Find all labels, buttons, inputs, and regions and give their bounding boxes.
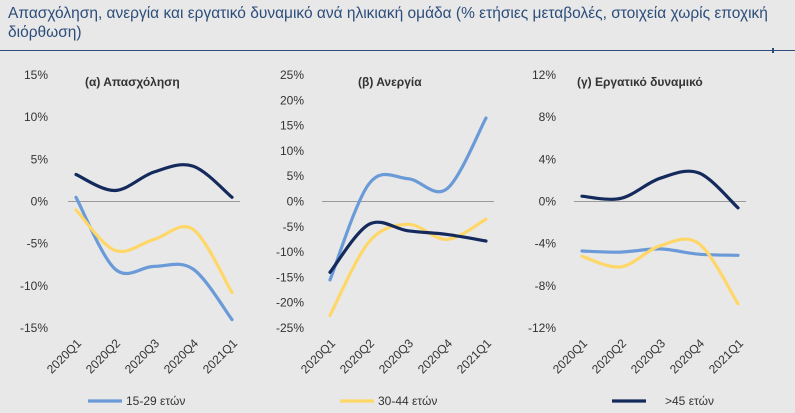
- series-line-2: [74, 208, 234, 295]
- y-tick-label: -8%: [535, 279, 557, 293]
- y-tick-label: 10%: [24, 110, 48, 124]
- x-tick-label: 2020Q3: [122, 336, 162, 376]
- y-tick-label: -15%: [20, 321, 48, 335]
- y-tick-label: 0%: [287, 195, 305, 209]
- series-line-2: [328, 217, 488, 317]
- x-tick-label: 2021Q1: [200, 336, 240, 376]
- y-tick-label: 5%: [31, 152, 49, 166]
- x-tick-label: 2020Q1: [298, 336, 338, 376]
- y-tick-label: 12%: [532, 68, 556, 82]
- y-tick-label: 25%: [280, 68, 304, 82]
- legend-label-2: 30-44 ετών: [378, 394, 437, 408]
- series-line-1: [74, 195, 234, 322]
- panel-title: (α) Απασχόληση: [85, 75, 180, 89]
- x-tick-label: 2020Q3: [628, 336, 668, 376]
- y-tick-label: 15%: [280, 119, 304, 133]
- y-tick-label: -25%: [276, 321, 304, 335]
- x-tick-label: 2020Q2: [83, 336, 123, 376]
- x-tick-label: 2020Q4: [415, 336, 455, 376]
- page-title: Απασχόληση, ανεργία και εργατικό δυναμικ…: [8, 5, 768, 41]
- series-line-1: [580, 247, 740, 257]
- chart-panel-3: -12% -8% -4% 0% 4% 8% 12% (γ) Εργατικό δυναμικό…: [528, 68, 746, 376]
- y-tick-label: -5%: [283, 220, 305, 234]
- panel-title: (β) Ανεργία: [358, 75, 422, 89]
- series-line-3: [328, 220, 488, 274]
- y-tick-label: -15%: [276, 270, 304, 284]
- x-tick-label: 2020Q1: [550, 336, 590, 376]
- chart-panel-2: -25% -20% -15% -10% -5% 0% 5% 10% 15% 20% 25% (β) Α…: [276, 68, 494, 376]
- y-tick-label: 4%: [539, 152, 557, 166]
- x-tick-label: 2021Q1: [454, 336, 494, 376]
- y-tick-label: 15%: [24, 68, 48, 82]
- y-tick-label: -12%: [528, 321, 556, 335]
- series-line-3: [74, 163, 234, 199]
- x-tick-label: 2021Q1: [706, 336, 746, 376]
- y-tick-label: 20%: [280, 93, 304, 107]
- y-tick-label: -4%: [535, 237, 557, 251]
- x-tick-label: 2020Q4: [161, 336, 201, 376]
- x-tick-label: 2020Q4: [667, 336, 707, 376]
- y-tick-label: -10%: [276, 245, 304, 259]
- x-tick-label: 2020Q1: [44, 336, 84, 376]
- y-tick-label: -5%: [27, 237, 49, 251]
- y-tick-label: 8%: [539, 110, 557, 124]
- chart-panel-1: -15% -10% -5% 0% 5% 10% 15% (α) Απασχόληση 2020Q…: [20, 68, 240, 376]
- panel-title: (γ) Εργατικό δυναμικό: [577, 75, 703, 89]
- series-line-2: [580, 237, 740, 306]
- y-tick-label: 0%: [31, 195, 49, 209]
- x-tick-label: 2020Q2: [337, 336, 377, 376]
- legend: 15-29 ετών 30-44 ετών >45 ετών: [88, 394, 714, 408]
- x-tick-label: 2020Q3: [376, 336, 416, 376]
- title-divider: [0, 48, 795, 53]
- y-tick-label: 0%: [539, 195, 557, 209]
- x-tick-label: 2020Q2: [589, 336, 629, 376]
- y-tick-label: -10%: [20, 279, 48, 293]
- legend-label-1: 15-29 ετών: [126, 394, 185, 408]
- series-line-3: [580, 169, 740, 210]
- series-line-1: [328, 116, 488, 282]
- y-tick-label: -20%: [276, 296, 304, 310]
- y-tick-label: 10%: [280, 144, 304, 158]
- legend-label-3: >45 ετών: [665, 394, 714, 408]
- y-tick-label: 5%: [287, 169, 305, 183]
